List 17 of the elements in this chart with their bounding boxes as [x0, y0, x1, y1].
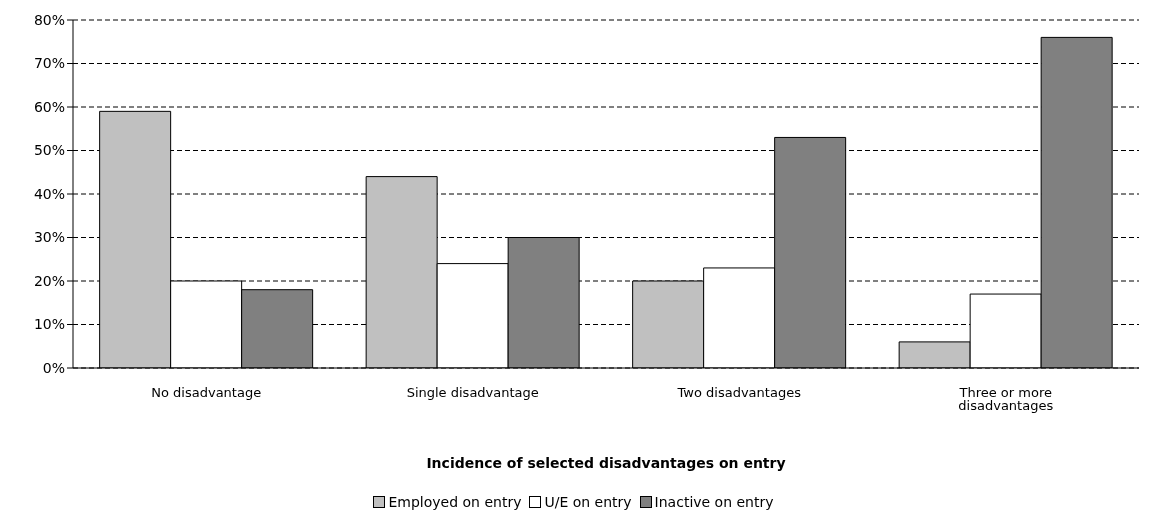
y-tick-label: 0% [42, 359, 65, 376]
x-tick-label: Three or more disadvantages [958, 385, 1054, 414]
y-tick-label: 30% [33, 229, 65, 246]
y-tick-label: 50% [33, 142, 65, 159]
y-tick-label: 80% [33, 11, 65, 28]
y-tick-label: 70% [33, 55, 65, 72]
x-tick-label: Two disadvantages [676, 385, 802, 401]
x-tick-label: No disadvantage [151, 385, 262, 401]
y-tick-label: 20% [33, 272, 65, 289]
y-tick-label: 10% [33, 316, 65, 333]
legend-label: Employed on entry [387, 494, 522, 510]
y-tick-label: 60% [33, 98, 65, 115]
x-tick-label: Single disadvantage [406, 385, 539, 401]
y-tick-label: 40% [33, 185, 65, 202]
legend-label: U/E on entry [543, 494, 632, 510]
x-axis-title: Incidence of selected disadvantages on entry [426, 455, 786, 471]
legend-label: Inactive on entry [653, 494, 774, 510]
